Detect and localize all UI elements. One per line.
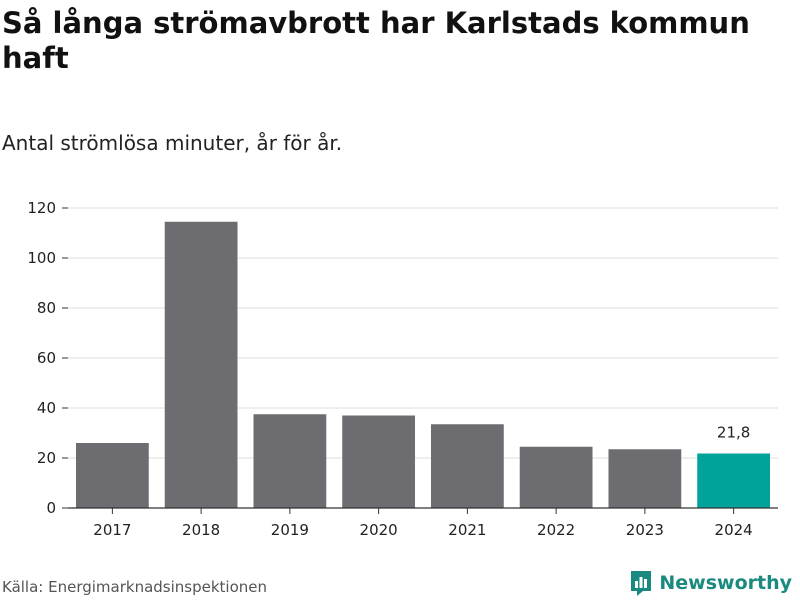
bar-2024: [697, 453, 771, 508]
y-tick-label: 60: [37, 349, 56, 367]
chart-subtitle: Antal strömlösa minuter, år för år.: [2, 131, 343, 155]
data-label: 21,8: [717, 424, 750, 442]
y-tick-label: 0: [46, 499, 56, 517]
y-tick-label: 120: [27, 199, 56, 217]
x-tick-label: 2021: [448, 521, 486, 539]
bar-2020: [342, 415, 416, 508]
y-tick-label: 40: [37, 399, 56, 417]
bar-2021: [430, 424, 504, 508]
bar-2022: [519, 446, 593, 508]
y-tick-label: 100: [27, 249, 56, 267]
x-tick-label: 2020: [360, 521, 398, 539]
x-tick-label: 2024: [715, 521, 753, 539]
y-tick-label: 80: [37, 299, 56, 317]
bar-2019: [253, 414, 327, 508]
bar-chart-logo-icon: [631, 571, 652, 596]
source-note: Källa: Energimarknadsinspektionen: [2, 578, 268, 596]
data-labels: 21,8: [717, 424, 750, 442]
y-tick-label: 20: [37, 449, 56, 467]
bar-2017: [75, 443, 149, 508]
x-tick-label: 2022: [537, 521, 575, 539]
bar-chart: 0 20 40 60 80 100 120 2017 2018 2019 2020 2021 2022…: [27, 199, 778, 539]
brand-logo: Newsworthy: [629, 569, 792, 597]
x-tick-label: 2017: [93, 521, 131, 539]
chart-title: Så långa strömavbrott har Karlstads komm…: [2, 6, 750, 75]
x-tick-label: 2019: [271, 521, 309, 539]
bar-2018: [164, 221, 238, 508]
bar-2023: [608, 449, 682, 508]
brand-name: Newsworthy: [659, 572, 792, 594]
x-axis-ticks: 2017 2018 2019 2020 2021 2022 2023 2024: [93, 508, 753, 539]
y-axis-ticks: 0 20 40 60 80 100 120: [27, 199, 68, 517]
x-tick-label: 2018: [182, 521, 220, 539]
x-tick-label: 2023: [626, 521, 664, 539]
bars: [75, 221, 771, 508]
